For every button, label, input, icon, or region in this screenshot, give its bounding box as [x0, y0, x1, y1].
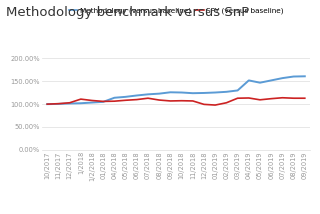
Methodology (versus baseline): [146, 93, 150, 96]
Methodology (versus baseline): [101, 101, 105, 103]
Methodology (versus baseline): [157, 92, 161, 95]
SPY (versus baseline): [157, 99, 161, 101]
SPY (versus baseline): [135, 98, 139, 101]
Methodology (versus baseline): [213, 91, 217, 94]
Methodology (versus baseline): [90, 101, 94, 104]
Methodology (versus baseline): [280, 77, 284, 79]
Methodology (versus baseline): [56, 103, 60, 105]
Methodology (versus baseline): [180, 91, 183, 94]
SPY (versus baseline): [113, 100, 116, 103]
SPY (versus baseline): [213, 104, 217, 106]
SPY (versus baseline): [180, 100, 183, 102]
Methodology (versus baseline): [68, 102, 72, 105]
Methodology (versus baseline): [258, 81, 262, 84]
SPY (versus baseline): [280, 97, 284, 99]
SPY (versus baseline): [124, 99, 127, 102]
SPY (versus baseline): [202, 103, 206, 106]
Methodology (versus baseline): [202, 92, 206, 94]
Line: Methodology (versus baseline): Methodology (versus baseline): [47, 76, 305, 104]
SPY (versus baseline): [101, 100, 105, 103]
Line: SPY (versus baseline): SPY (versus baseline): [47, 98, 305, 105]
Methodology (versus baseline): [303, 75, 307, 78]
SPY (versus baseline): [68, 101, 72, 104]
Methodology (versus baseline): [247, 79, 251, 82]
SPY (versus baseline): [292, 97, 296, 100]
SPY (versus baseline): [191, 100, 195, 102]
Methodology (versus baseline): [135, 94, 139, 97]
Methodology (versus baseline): [292, 75, 296, 78]
SPY (versus baseline): [45, 103, 49, 106]
Methodology (versus baseline): [269, 79, 273, 82]
SPY (versus baseline): [146, 97, 150, 100]
SPY (versus baseline): [258, 98, 262, 101]
Methodology (versus baseline): [79, 102, 83, 104]
Methodology (versus baseline): [113, 97, 116, 99]
SPY (versus baseline): [56, 103, 60, 105]
SPY (versus baseline): [225, 101, 228, 104]
Methodology (versus baseline): [236, 89, 239, 92]
Text: Methodology benchmark versus SnP: Methodology benchmark versus SnP: [6, 6, 250, 19]
Methodology (versus baseline): [45, 103, 49, 106]
SPY (versus baseline): [236, 97, 239, 100]
SPY (versus baseline): [269, 97, 273, 100]
Methodology (versus baseline): [191, 92, 195, 94]
Methodology (versus baseline): [124, 96, 127, 98]
Legend: Methodology (versus baseline), SPY (versus baseline): Methodology (versus baseline), SPY (vers…: [69, 7, 283, 14]
SPY (versus baseline): [90, 99, 94, 102]
SPY (versus baseline): [303, 97, 307, 100]
Methodology (versus baseline): [168, 91, 172, 94]
SPY (versus baseline): [247, 97, 251, 99]
SPY (versus baseline): [79, 98, 83, 100]
SPY (versus baseline): [168, 100, 172, 102]
Methodology (versus baseline): [225, 91, 228, 93]
